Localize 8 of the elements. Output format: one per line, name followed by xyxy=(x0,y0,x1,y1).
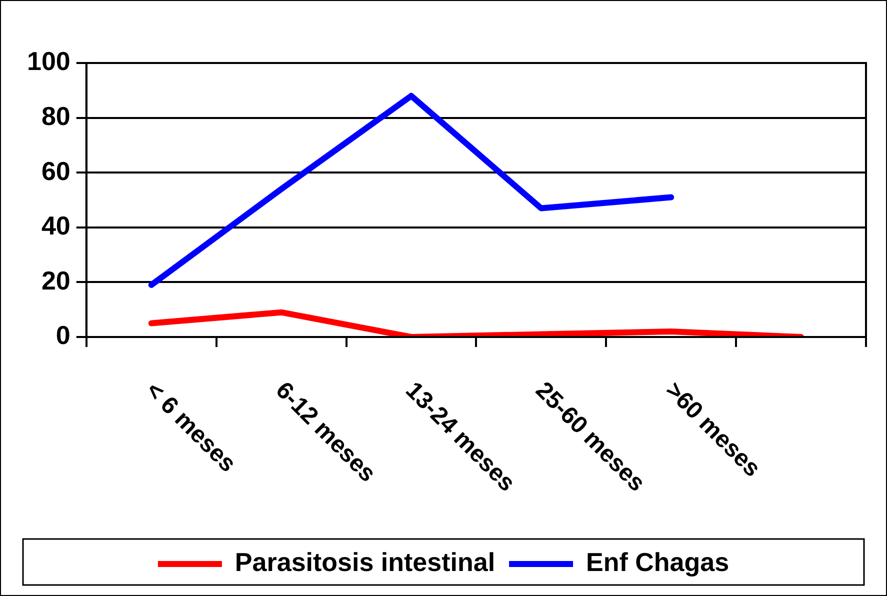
y-tick-label: 0 xyxy=(56,320,70,350)
legend-label: Parasitosis intestinal xyxy=(234,547,496,578)
y-tick-label: 60 xyxy=(41,156,70,186)
y-tick-label: 80 xyxy=(41,100,70,131)
y-tick-label: 40 xyxy=(41,210,70,241)
y-tick-label: 20 xyxy=(41,265,70,296)
legend-label: Enf Chagas xyxy=(586,547,730,578)
y-tick-label: 100 xyxy=(26,46,70,76)
